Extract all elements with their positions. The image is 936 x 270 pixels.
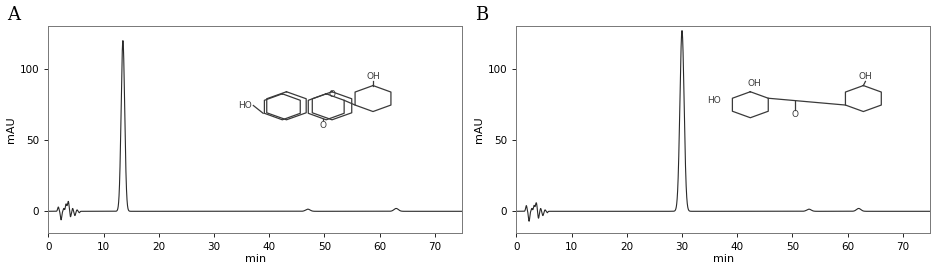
Text: OH: OH [747,79,761,88]
Text: HO: HO [707,96,721,105]
Text: A: A [7,6,20,24]
Y-axis label: mAU: mAU [474,116,484,143]
X-axis label: min: min [245,254,266,264]
Text: B: B [475,6,489,24]
Y-axis label: mAU: mAU [6,116,16,143]
X-axis label: min: min [713,254,734,264]
Text: OH: OH [858,72,872,81]
Text: HO: HO [238,101,252,110]
Text: OH: OH [366,72,380,81]
Text: O: O [792,110,798,119]
Text: O: O [319,122,327,130]
Text: O: O [329,90,335,99]
